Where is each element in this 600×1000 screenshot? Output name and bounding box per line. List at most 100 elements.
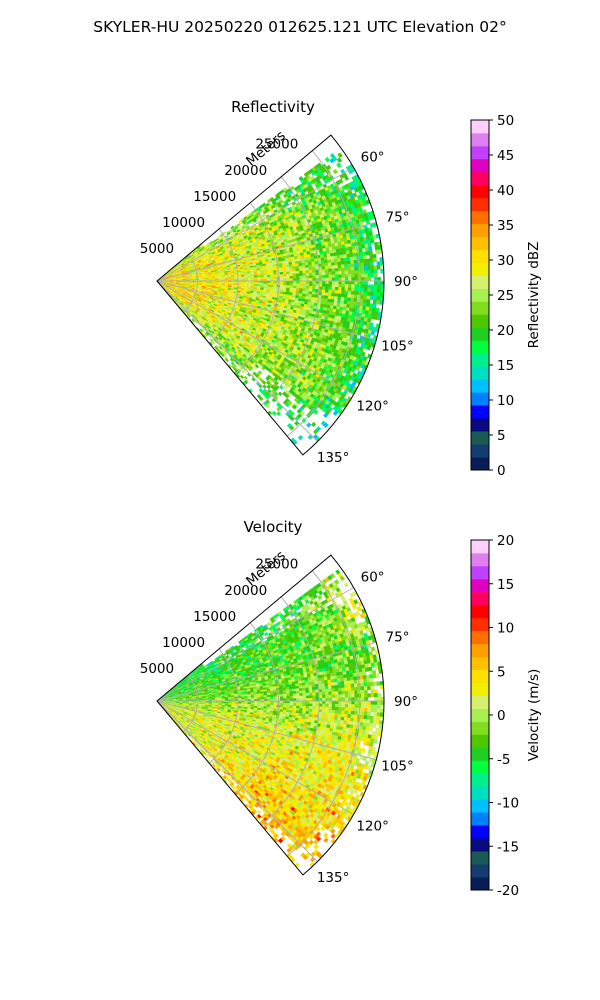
radar-cell bbox=[327, 262, 332, 267]
radar-cell bbox=[324, 268, 329, 273]
radar-cell bbox=[289, 283, 294, 287]
radar-cell bbox=[321, 289, 326, 294]
radar-cell bbox=[320, 260, 325, 264]
radar-cell bbox=[292, 287, 297, 291]
radar-cell bbox=[336, 251, 341, 256]
radar-cell bbox=[323, 256, 328, 261]
radar-cell bbox=[334, 274, 339, 279]
radar-cell bbox=[347, 263, 352, 268]
radar-cell bbox=[296, 275, 300, 279]
radar-cell bbox=[263, 276, 268, 280]
radar-cell bbox=[305, 288, 310, 292]
radar-cell bbox=[325, 283, 329, 288]
radar-cell bbox=[295, 290, 300, 294]
radar-cell bbox=[260, 282, 265, 285]
radar-cell bbox=[257, 284, 261, 287]
radar-cell bbox=[347, 294, 352, 299]
radar-cell bbox=[298, 268, 303, 272]
radar-cell bbox=[324, 262, 329, 267]
radar-cell bbox=[343, 297, 348, 302]
radar-cell bbox=[305, 283, 310, 287]
radar-cell bbox=[334, 286, 339, 291]
radar-cell bbox=[334, 264, 339, 269]
radar-cell bbox=[337, 290, 342, 295]
radar-cell bbox=[302, 275, 307, 279]
radar-cell bbox=[344, 290, 349, 295]
radar-cell bbox=[331, 286, 336, 291]
radar-cell bbox=[286, 285, 291, 289]
radar-cell bbox=[224, 357, 229, 363]
radar-cell bbox=[337, 261, 342, 266]
radar-cell bbox=[321, 263, 326, 267]
radar-cell bbox=[312, 288, 316, 293]
radar-cell bbox=[327, 292, 332, 297]
radar-cell bbox=[337, 264, 342, 269]
radar-cell bbox=[239, 374, 245, 380]
radar-cell bbox=[330, 296, 335, 300]
radar-cell bbox=[305, 272, 310, 277]
radar-cell bbox=[331, 274, 336, 279]
radar-cell bbox=[333, 255, 338, 260]
radar-cell bbox=[295, 270, 300, 274]
radar-cell bbox=[339, 254, 344, 259]
radar-cell bbox=[321, 268, 326, 273]
radar-cell bbox=[292, 283, 297, 287]
radar-cell bbox=[309, 283, 313, 287]
radar-cell bbox=[312, 283, 317, 287]
radar-cell bbox=[286, 283, 291, 286]
radar-cell bbox=[341, 290, 346, 295]
radar-cell bbox=[341, 283, 346, 288]
radar-cell bbox=[302, 288, 307, 292]
radar-cell bbox=[292, 271, 297, 275]
radar-cell bbox=[311, 266, 316, 271]
radar-cell bbox=[302, 270, 307, 274]
radar-cell bbox=[348, 277, 352, 282]
radar-cell bbox=[270, 276, 274, 280]
radar-cell bbox=[347, 273, 352, 278]
radar-cell bbox=[308, 272, 313, 276]
radar-cell bbox=[338, 284, 343, 288]
radar-cell bbox=[324, 292, 329, 297]
radar-cell bbox=[348, 280, 352, 285]
radar-cell bbox=[302, 285, 307, 290]
radar-cell bbox=[266, 284, 271, 288]
radar-cell bbox=[328, 271, 333, 276]
radar-cell bbox=[324, 265, 329, 270]
radar-cell bbox=[340, 296, 345, 301]
radar-cell bbox=[347, 290, 352, 295]
radar-cell bbox=[343, 300, 348, 305]
radar-cell bbox=[344, 293, 349, 298]
radar-cell bbox=[341, 267, 346, 272]
radar-cell bbox=[331, 271, 336, 276]
radar-cell bbox=[341, 274, 346, 279]
radar-cell bbox=[273, 282, 278, 286]
radar-cell bbox=[340, 257, 345, 262]
radar-cell bbox=[331, 283, 336, 288]
radar-cell bbox=[344, 287, 349, 292]
radar-cell bbox=[302, 272, 307, 277]
radar-cell bbox=[347, 267, 352, 272]
radar-cell bbox=[334, 261, 339, 266]
radar-cell bbox=[296, 285, 300, 289]
radar-cell bbox=[279, 274, 284, 277]
radar-cell bbox=[322, 274, 326, 279]
radar-cell bbox=[328, 283, 333, 288]
radar-cell bbox=[257, 275, 261, 278]
radar-cell bbox=[305, 270, 310, 274]
radar-cell bbox=[299, 270, 303, 274]
radar-cell bbox=[308, 269, 313, 274]
radar-cell bbox=[277, 391, 283, 397]
radar-cell bbox=[283, 276, 287, 280]
radar-cell bbox=[311, 264, 316, 268]
radar-cell bbox=[266, 272, 271, 276]
radar-cell bbox=[337, 293, 342, 298]
radar-cell bbox=[331, 265, 336, 270]
radar-cell bbox=[292, 273, 297, 277]
radar-cell bbox=[273, 276, 278, 280]
radar-cell bbox=[260, 277, 265, 280]
radar-cell bbox=[282, 269, 287, 273]
radar-cell bbox=[331, 268, 336, 273]
radar-cell bbox=[347, 297, 352, 302]
radar-cell bbox=[341, 287, 346, 292]
panel-title: Reflectivity bbox=[231, 98, 315, 116]
